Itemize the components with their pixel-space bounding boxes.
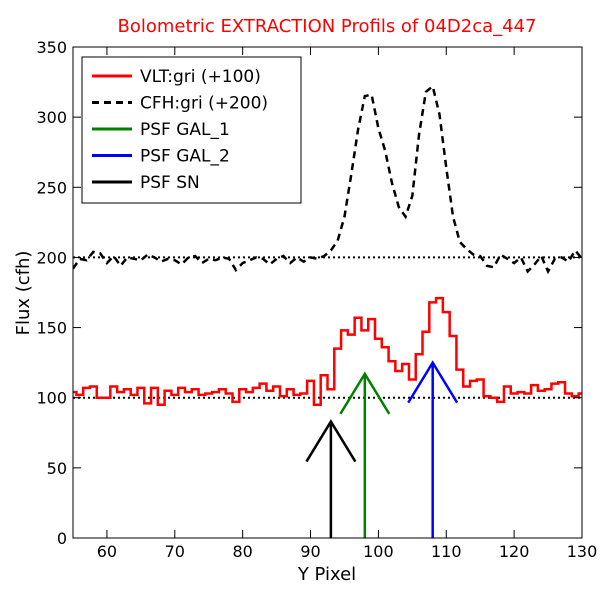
arrow-head-psf-gal-1 bbox=[339, 371, 391, 415]
arrow-head-psf-sn bbox=[305, 419, 357, 463]
x-tick-label: 130 bbox=[567, 542, 598, 561]
y-tick-label: 50 bbox=[47, 459, 67, 478]
x-axis-label: Y Pixel bbox=[297, 564, 356, 585]
legend-label-psf-sn: PSF SN bbox=[140, 173, 200, 193]
x-tick-label: 60 bbox=[97, 542, 117, 561]
x-tick-label: 100 bbox=[363, 542, 394, 561]
legend-label-vlt-gri-100: VLT:gri (+100) bbox=[140, 67, 261, 87]
y-tick-label: 150 bbox=[36, 319, 67, 338]
plot-area bbox=[73, 84, 582, 538]
legend-label-cfh-gri-200: CFH:gri (+200) bbox=[140, 94, 268, 114]
y-tick-label: 350 bbox=[36, 38, 67, 57]
arrow-psf-gal-1 bbox=[339, 371, 391, 538]
arrow-psf-sn bbox=[305, 419, 357, 538]
axes-frame bbox=[72, 46, 583, 539]
arrow-psf-gal-2 bbox=[407, 360, 459, 538]
arrow-head-psf-gal-2 bbox=[407, 360, 459, 404]
x-tick-label: 120 bbox=[499, 542, 530, 561]
legend-label-psf-gal-2: PSF GAL_2 bbox=[140, 147, 230, 167]
y-tick-label: 0 bbox=[57, 529, 67, 548]
x-tick-label: 70 bbox=[165, 542, 185, 561]
axis-ticks: 60 70 80 90 100 110 120 130 0 50 100 150 200 250 300 35… bbox=[36, 38, 597, 561]
y-tick-label: 300 bbox=[36, 108, 67, 127]
legend-label-psf-gal-1: PSF GAL_1 bbox=[140, 120, 230, 140]
y-tick-label: 250 bbox=[36, 178, 67, 197]
plot-frame bbox=[72, 46, 583, 539]
chart-title: Bolometric EXTRACTION Profils of 04D2ca_… bbox=[117, 16, 536, 37]
y-tick-label: 100 bbox=[36, 389, 67, 408]
y-axis-label: Flux (cfh) bbox=[13, 251, 34, 336]
x-tick-label: 90 bbox=[300, 542, 320, 561]
legend: VLT:gri (+100) CFH:gri (+200) PSF GAL_1 PSF… bbox=[81, 56, 302, 204]
plot-clipped-group bbox=[73, 84, 582, 538]
series-line-vlt-gri-100 bbox=[73, 296, 582, 406]
series-line-cfh-gri-200 bbox=[73, 84, 582, 275]
x-tick-label: 110 bbox=[431, 542, 462, 561]
x-tick-label: 80 bbox=[232, 542, 252, 561]
y-tick-label: 200 bbox=[36, 248, 67, 267]
